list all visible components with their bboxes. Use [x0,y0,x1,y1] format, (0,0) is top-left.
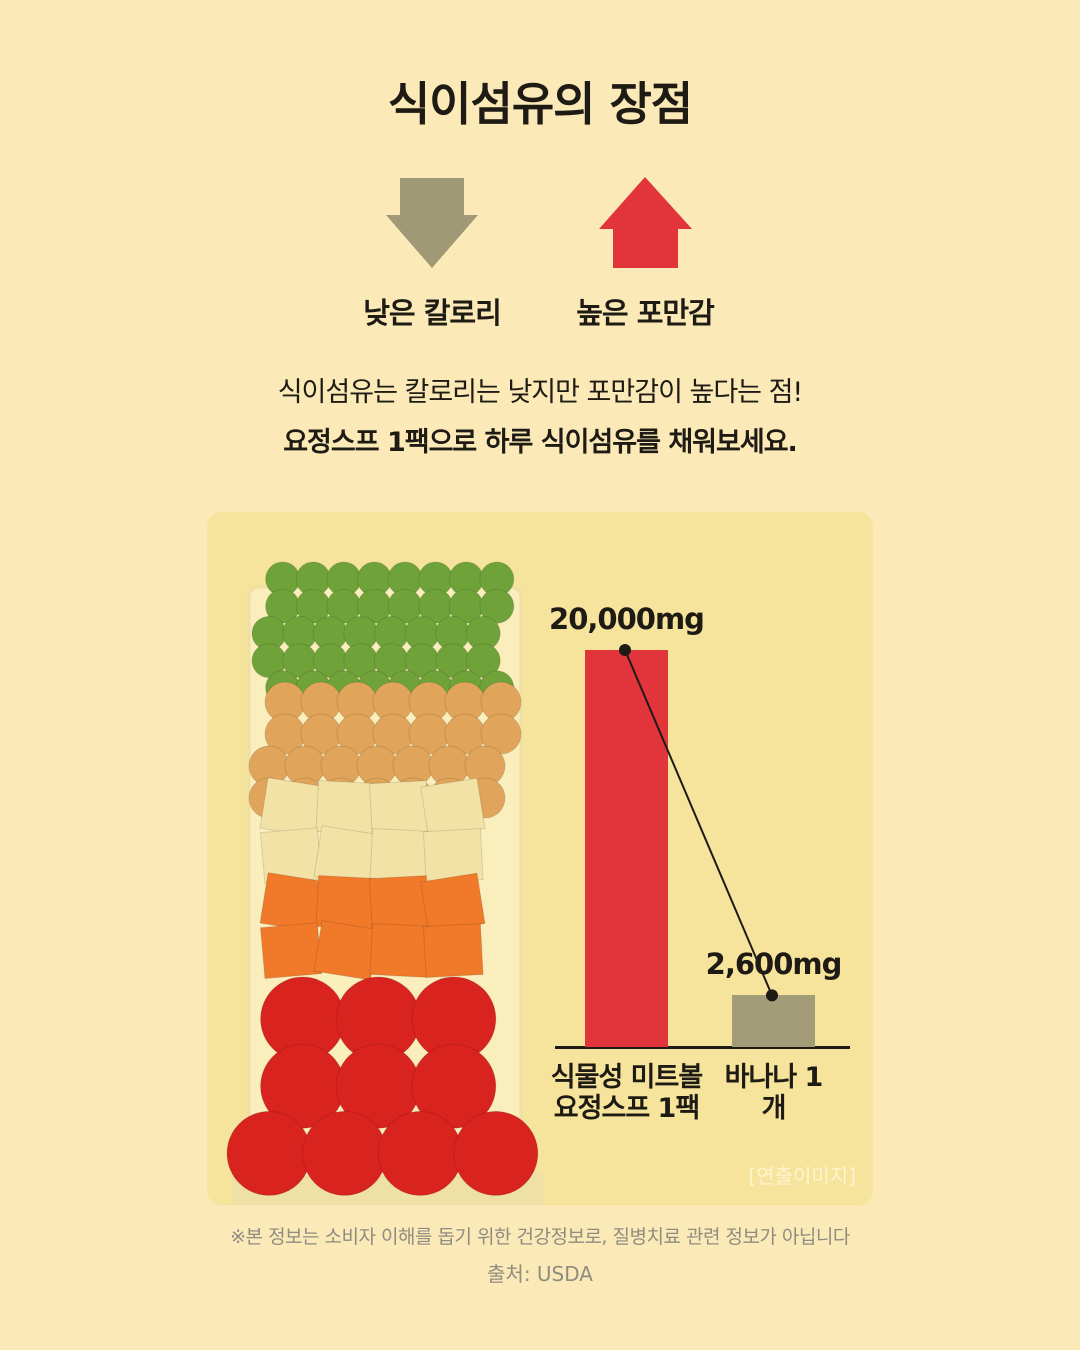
title: 식이섬유의 장점 [387,77,693,131]
image-note: [연출이미지] [748,1164,856,1188]
up-arrow [599,177,692,268]
value-label: 2,600mg [705,947,843,982]
food-glass [226,561,543,1205]
connector-line [624,649,773,996]
value-label: 20,000mg [549,602,705,636]
description: 요정스프 1팩으로 하루 식이섬유를 채워보세요. [283,427,798,458]
footnote: ※본 정보는 소비자 이해를 돕기 위한 건강정보로, 질병치료 관련 정보가 … [230,1226,850,1248]
x-tick-label: 바나나 1개 [724,1062,824,1124]
benefit-label: 높은 포만감 [576,296,715,330]
benefit-label: 낮은 칼로리 [363,296,502,330]
connector-dot [766,989,778,1002]
source: 출처: USDA [487,1262,593,1286]
down-arrow [386,178,478,268]
x-tick-label: 식물성 미트볼 요정스프 1팩 [550,1062,703,1124]
baseline [555,1046,850,1049]
food-piece [453,1110,539,1196]
bar [732,995,815,1047]
description: 식이섬유는 칼로리는 낮지만 포만감이 높다는 점! [277,377,804,408]
food-piece [422,923,484,979]
connector-dot [619,644,631,656]
